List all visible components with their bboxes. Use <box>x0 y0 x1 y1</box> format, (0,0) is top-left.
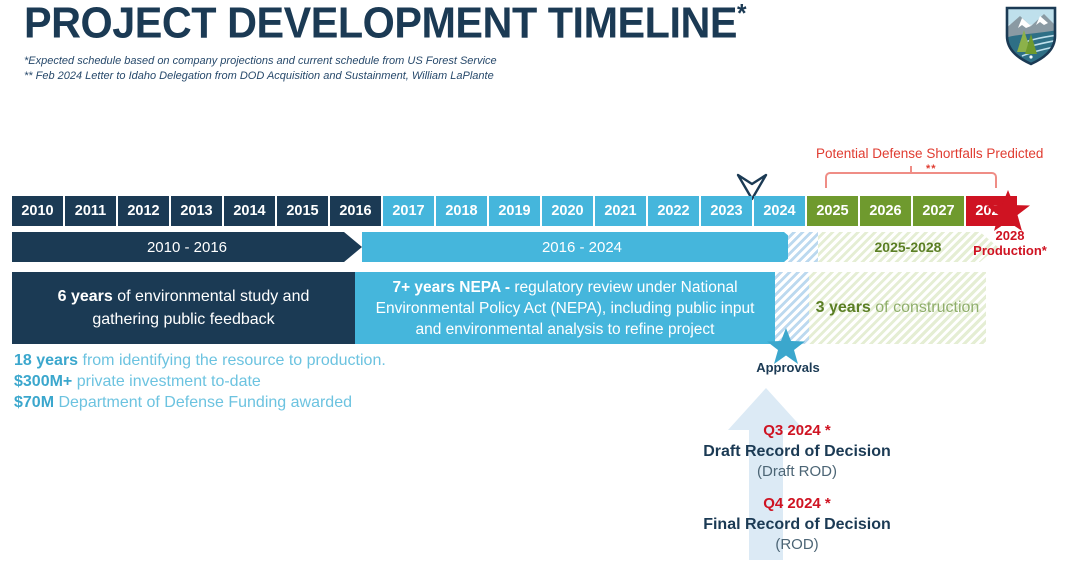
production-star-icon <box>985 189 1031 238</box>
band-label-green: 2025-2028 <box>818 232 998 262</box>
decision-title: Final Record of Decision <box>703 516 891 533</box>
summary-stat-value: $300M+ <box>14 373 73 390</box>
shortfall-bracket <box>825 172 997 188</box>
summary-stat-line: $70M Department of Defense Funding award… <box>14 392 386 413</box>
timeline-year-cell: 2015 <box>277 196 328 226</box>
decision-quarter: Q3 2024 * <box>763 422 831 439</box>
phase-blue-rest: regulatory review under National Environ… <box>375 278 755 338</box>
decision-subtitle: (ROD) <box>775 536 819 553</box>
timeline-year-cell: 2026 <box>860 196 911 226</box>
timeline-year-cell: 2013 <box>171 196 222 226</box>
shortfall-bracket-tick <box>910 166 912 174</box>
decision-title: Draft Record of Decision <box>703 443 891 460</box>
band-label-navy: 2010 - 2016 <box>12 232 362 262</box>
timeline-year-cell: 2023 <box>701 196 752 226</box>
summary-stat-value: 18 years <box>14 352 79 369</box>
title-asterisk: * <box>737 0 747 28</box>
summary-stat-text: private investment to-date <box>72 373 261 390</box>
phase-navy-rest: of environmental study and gathering pub… <box>92 288 310 328</box>
timeline-year-cell: 2016 <box>330 196 381 226</box>
page-title-text: PROJECT DEVELOPMENT TIMELINE <box>24 0 738 48</box>
decision-block-draft: Q3 2024 * Draft Record of Decision (Draf… <box>632 421 962 482</box>
timeline-year-cell: 2022 <box>648 196 699 226</box>
approvals-star-icon <box>766 327 806 370</box>
phase-description-green: 3 years of construction <box>809 272 986 344</box>
summary-stat-text: Department of Defense Funding awarded <box>54 394 352 411</box>
timeline-year-cell: 2014 <box>224 196 275 226</box>
phase-description-navy: 6 years of environmental study and gathe… <box>12 272 355 344</box>
timeline-year-cell: 2012 <box>118 196 169 226</box>
phase-navy-lead: 6 years <box>57 288 113 305</box>
footnote-one: *Expected schedule based on company proj… <box>24 55 497 67</box>
phase-green-rest: of construction <box>870 299 980 316</box>
shortfall-callout-label: Potential Defense Shortfalls Predicted <box>816 146 1044 161</box>
decision-block-final: Q4 2024 * Final Record of Decision (ROD) <box>632 494 962 555</box>
timeline-year-cell: 2017 <box>383 196 434 226</box>
decision-pointer-arrow <box>726 388 806 565</box>
band-label-blue: 2016 - 2024 <box>362 232 802 262</box>
summary-stat-text: from identifying the resource to product… <box>78 352 386 369</box>
page-title: PROJECT DEVELOPMENT TIMELINE* <box>24 0 747 49</box>
phase-green-lead: 3 years <box>815 299 871 316</box>
company-shield-logo <box>1004 4 1058 66</box>
timeline-year-cell: 2025 <box>807 196 858 226</box>
production-word: Production* <box>973 243 1047 258</box>
decision-subtitle: (Draft ROD) <box>757 463 837 480</box>
production-label: 2028 Production* <box>962 228 1058 258</box>
summary-stat-line: $300M+ private investment to-date <box>14 371 386 392</box>
current-date-chevron-icon <box>735 172 769 207</box>
timeline-year-cell: 2019 <box>489 196 540 226</box>
timeline-year-cell: 2018 <box>436 196 487 226</box>
production-year: 2028 <box>995 228 1025 243</box>
approvals-label: Approvals <box>756 360 820 375</box>
timeline-year-cell: 2011 <box>65 196 116 226</box>
decision-quarter: Q4 2024 * <box>763 495 831 512</box>
timeline-year-cell: 2027 <box>913 196 964 226</box>
timeline-year-row: 2010 2011 2012 2013 2014 2015 2016 2017 2018 2019… <box>12 196 1019 226</box>
timeline-year-cell: 2020 <box>542 196 593 226</box>
phase-description-blue: 7+ years NEPA - regulatory review under … <box>355 272 775 344</box>
timeline-year-cell: 2010 <box>12 196 63 226</box>
phase-blue-lead: 7+ years NEPA - <box>392 278 515 296</box>
phase-transition-hatch <box>775 272 809 344</box>
timeline-year-cell: 2024 <box>754 196 805 226</box>
footnote-two: ** Feb 2024 Letter to Idaho Delegation f… <box>24 70 494 82</box>
timeline-year-cell: 2021 <box>595 196 646 226</box>
summary-stat-line: 18 years from identifying the resource t… <box>14 350 386 371</box>
summary-stat-value: $70M <box>14 394 55 411</box>
shortfall-footnote-marker: ** <box>926 163 937 175</box>
summary-stats: 18 years from identifying the resource t… <box>14 350 386 413</box>
